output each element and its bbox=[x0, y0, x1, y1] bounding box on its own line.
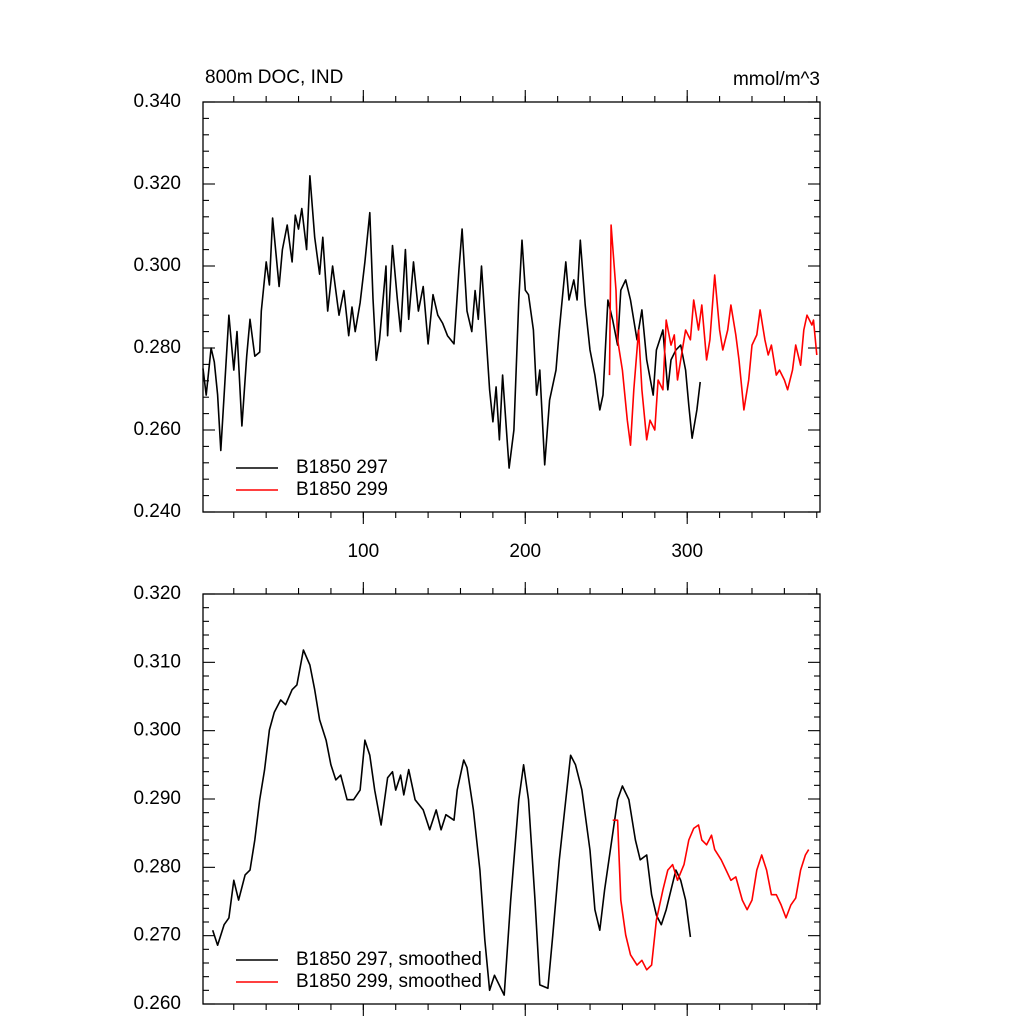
legend-label: B1850 299, smoothed bbox=[296, 971, 482, 992]
legend-label: B1850 297, smoothed bbox=[296, 949, 482, 970]
units-label: mmol/m^3 bbox=[733, 69, 820, 90]
legend-label: B1850 297 bbox=[296, 457, 388, 478]
y-tick-label: 0.340 bbox=[133, 91, 181, 112]
y-tick-label: 0.310 bbox=[133, 651, 181, 672]
y-tick-label: 0.300 bbox=[133, 720, 181, 741]
series-line bbox=[608, 224, 818, 446]
plot-frame bbox=[202, 101, 821, 513]
y-tick-label: 0.240 bbox=[133, 501, 181, 522]
y-tick-label: 0.320 bbox=[133, 173, 181, 194]
y-tick-label: 0.280 bbox=[133, 337, 181, 358]
series-line bbox=[202, 175, 701, 469]
series-line bbox=[211, 649, 692, 996]
y-tick-label: 0.290 bbox=[133, 788, 181, 809]
y-tick-label: 0.260 bbox=[133, 419, 181, 440]
y-tick-label: 0.260 bbox=[133, 993, 181, 1014]
y-tick-label: 0.320 bbox=[133, 583, 181, 604]
series-line bbox=[612, 819, 810, 971]
x-tick-label: 300 bbox=[671, 541, 703, 562]
legend-label: B1850 299 bbox=[296, 479, 388, 500]
y-tick-label: 0.300 bbox=[133, 255, 181, 276]
x-tick-label: 100 bbox=[347, 541, 379, 562]
chart-title: 800m DOC, IND bbox=[205, 67, 343, 88]
x-tick-label: 200 bbox=[509, 541, 541, 562]
y-tick-label: 0.280 bbox=[133, 856, 181, 877]
y-tick-label: 0.270 bbox=[133, 925, 181, 946]
